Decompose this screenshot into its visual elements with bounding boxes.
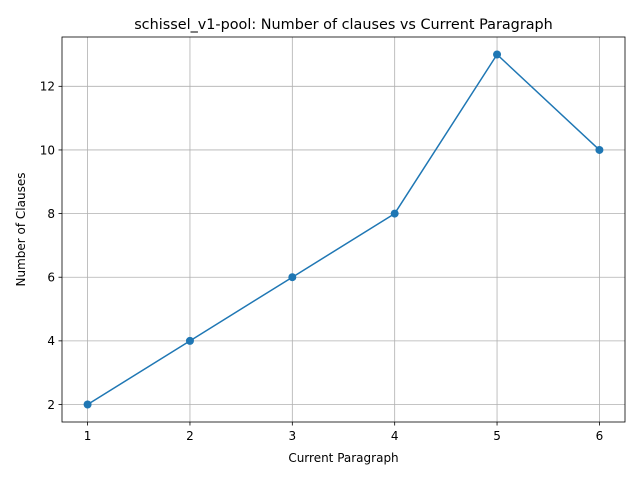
plot-area-frame [61,36,626,423]
y-tick-label: 2 [47,398,55,412]
data-point [288,273,297,282]
y-tick-label: 4 [47,334,55,348]
x-tick-label: 1 [84,429,92,443]
data-points [83,50,604,409]
x-tick-label: 2 [186,429,194,443]
y-tick-label: 10 [40,143,55,157]
y-tick-label: 8 [47,207,55,221]
x-tick-label: 6 [596,429,604,443]
x-axis-label: Current Paragraph [288,451,398,465]
x-axis-ticks: 1 2 3 4 5 6 [84,422,603,443]
y-axis-ticks: 2 4 6 8 10 12 [40,80,62,412]
grid [62,37,625,422]
x-tick-label: 3 [288,429,296,443]
chart-title: schissel_v1-pool: Number of clauses vs C… [134,17,553,33]
data-point [83,400,92,409]
data-point [390,209,399,218]
x-tick-label: 4 [391,429,399,443]
y-axis-label: Number of Clauses [14,173,28,287]
data-point [493,50,502,59]
y-tick-label: 12 [40,80,55,94]
data-point [185,336,194,345]
data-point [595,145,604,154]
series-line [87,53,600,406]
series-line-group [87,53,600,406]
y-tick-label: 6 [47,271,55,285]
x-tick-label: 5 [493,429,501,443]
